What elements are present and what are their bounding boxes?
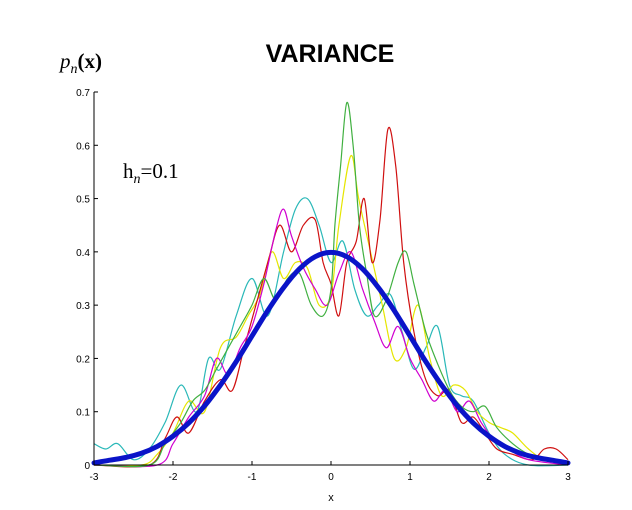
y-axis-label: pn(x) [58, 49, 102, 77]
estimate-curve [93, 197, 569, 467]
y-tick-label: 0.2 [76, 354, 90, 365]
y-tick-label: 0.1 [76, 408, 90, 419]
x-tick-label: 3 [565, 472, 571, 483]
x-tick-label: 2 [486, 472, 492, 483]
annotation-main: h [123, 159, 134, 183]
x-axis-ticks: -3 -2 -1 0 1 2 3 [90, 461, 571, 483]
x-tick-label: -2 [169, 472, 178, 483]
true-density-curve [91, 249, 571, 466]
y-tick-label: 0.6 [76, 141, 90, 152]
estimate-curves [93, 102, 569, 468]
y-tick-label: 0.4 [76, 248, 90, 259]
x-axis-label: x [328, 492, 334, 504]
y-axis-label-argument: (x) [78, 49, 103, 73]
estimate-curve [93, 208, 569, 468]
estimate-curve [93, 102, 569, 468]
y-tick-label: 0.5 [76, 195, 90, 206]
bandwidth-annotation: hn=0.1 [123, 159, 179, 187]
chart-title: VARIANCE [266, 40, 395, 68]
estimate-curve [93, 126, 569, 468]
y-tick-label: 0 [84, 461, 90, 472]
y-axis-ticks: 0 0.1 0.2 0.3 0.4 0.5 0.6 0.7 [76, 88, 98, 472]
x-tick-label: 1 [407, 472, 413, 483]
true-density [91, 249, 571, 466]
annotation-subscript: n [134, 172, 141, 187]
annotation-value: =0.1 [141, 159, 179, 183]
estimate-curve [93, 155, 569, 467]
y-axis-label-main: p [58, 49, 71, 73]
y-tick-label: 0.7 [76, 88, 90, 99]
x-tick-label: -3 [90, 472, 99, 483]
y-tick-label: 0.3 [76, 301, 90, 312]
x-tick-label: -1 [248, 472, 257, 483]
x-tick-label: 0 [328, 472, 334, 483]
y-axis-label-subscript: n [71, 62, 78, 77]
